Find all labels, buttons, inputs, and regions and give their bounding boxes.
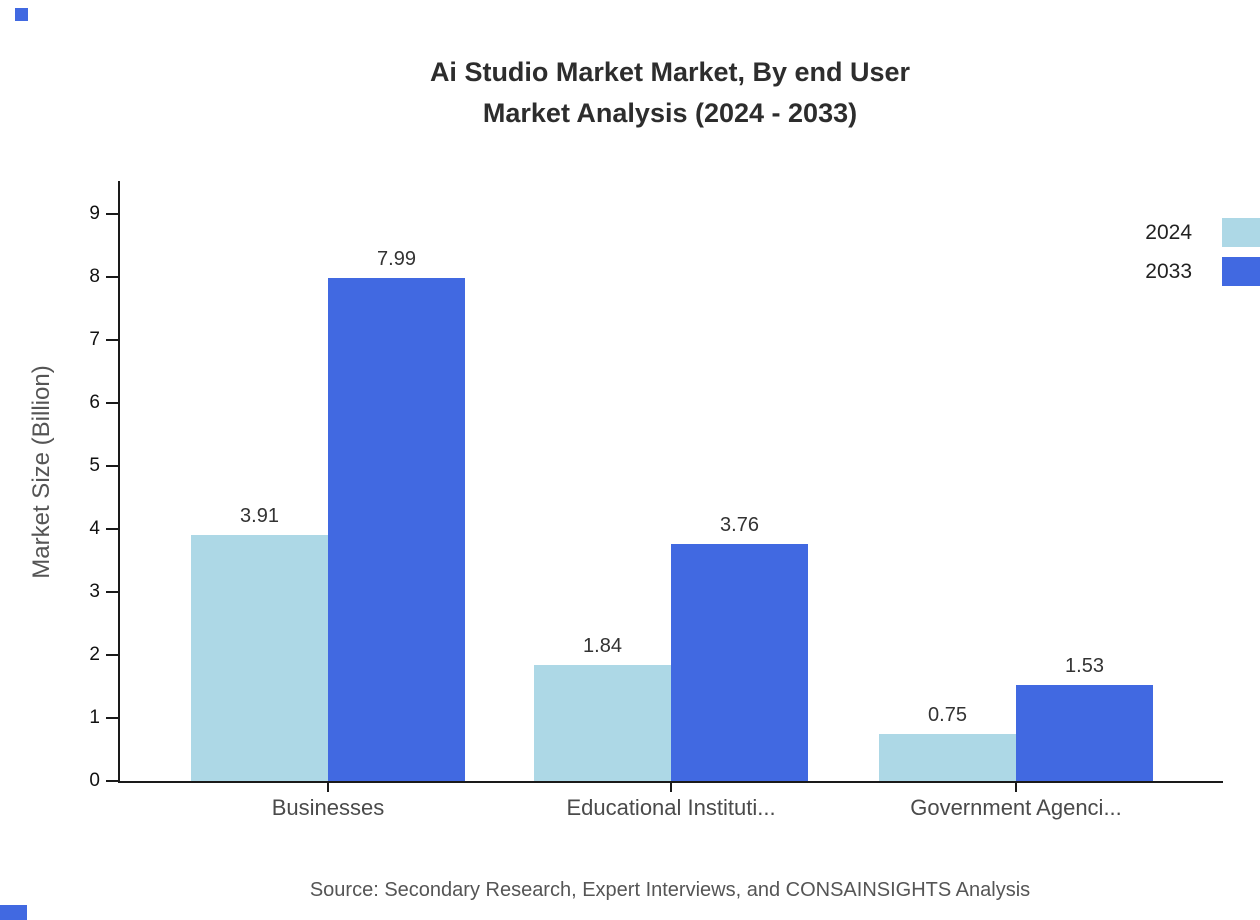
legend-swatch-2024: [1222, 218, 1260, 247]
bar-2033-businesses: [328, 278, 465, 781]
bar-value-2033-government-agenci: 1.53: [1065, 655, 1104, 677]
y-tick-label-6: 6: [89, 392, 100, 413]
y-tick-mark-7: [106, 339, 118, 341]
bar-value-2024-government-agenci: 0.75: [928, 704, 967, 726]
y-axis-label: Market Size (Billion): [28, 365, 55, 579]
source-note: Source: Secondary Research, Expert Inter…: [309, 879, 1031, 901]
bar-2033-government-agenci: [1016, 685, 1153, 781]
y-tick-mark-2: [106, 654, 118, 656]
y-tick-label-3: 3: [89, 581, 100, 602]
y-tick-label-8: 8: [89, 266, 100, 287]
bar-2024-government-agenci: [879, 734, 1016, 781]
watermark-corner-bottom-left: [0, 905, 27, 920]
y-tick-mark-3: [106, 591, 118, 593]
y-tick-label-5: 5: [89, 455, 100, 476]
y-tick-mark-9: [106, 213, 118, 215]
x-category-label-educational-instituti: Educational Instituti...: [566, 795, 776, 820]
y-tick-mark-0: [106, 780, 118, 782]
bar-2033-educational-instituti: [671, 544, 808, 781]
legend-label-2024: 2024: [1145, 220, 1192, 244]
legend-swatch-2033: [1222, 257, 1260, 286]
bar-2024-businesses: [191, 535, 328, 781]
y-tick-label-0: 0: [89, 770, 100, 791]
plot-area: 0 1 2 3 4 5 6 7 8 9 3.91 7.99 Businesses 1.84 3.76 Educ…: [89, 181, 1223, 820]
y-tick-label-1: 1: [89, 707, 100, 728]
y-tick-label-7: 7: [89, 329, 100, 350]
bar-value-2024-businesses: 3.91: [240, 505, 279, 527]
y-tick-label-9: 9: [89, 203, 100, 224]
legend: 2024 2033: [1145, 218, 1260, 286]
chart-title-line2: Market Analysis (2024 - 2033): [482, 98, 858, 128]
bar-value-2033-educational-instituti: 3.76: [720, 514, 759, 536]
y-tick-mark-6: [106, 402, 118, 404]
bar-value-2033-businesses: 7.99: [377, 248, 416, 270]
watermark-corner-top-left: [15, 8, 28, 21]
bar-2024-educational-instituti: [534, 665, 671, 781]
legend-row-2024: 2024: [1145, 218, 1260, 247]
x-tick-mark-educational-instituti: [670, 783, 672, 792]
y-tick-mark-1: [106, 717, 118, 719]
legend-label-2033: 2033: [1145, 259, 1192, 283]
x-tick-mark-businesses: [327, 783, 329, 792]
y-tick-mark-4: [106, 528, 118, 530]
x-category-label-businesses: Businesses: [271, 795, 385, 820]
y-tick-label-4: 4: [89, 518, 100, 539]
chart-title-line1: Ai Studio Market Market, By end User: [429, 57, 911, 87]
y-tick-mark-8: [106, 276, 118, 278]
bar-value-2024-educational-instituti: 1.84: [583, 635, 622, 657]
legend-row-2033: 2033: [1145, 257, 1260, 286]
x-category-label-government-agenci: Government Agenci...: [910, 795, 1122, 820]
x-tick-mark-government-agenci: [1015, 783, 1017, 792]
chart-title: Ai Studio Market Market, By end User Mar…: [80, 52, 1260, 134]
y-tick-label-2: 2: [89, 644, 100, 665]
y-tick-mark-5: [106, 465, 118, 467]
